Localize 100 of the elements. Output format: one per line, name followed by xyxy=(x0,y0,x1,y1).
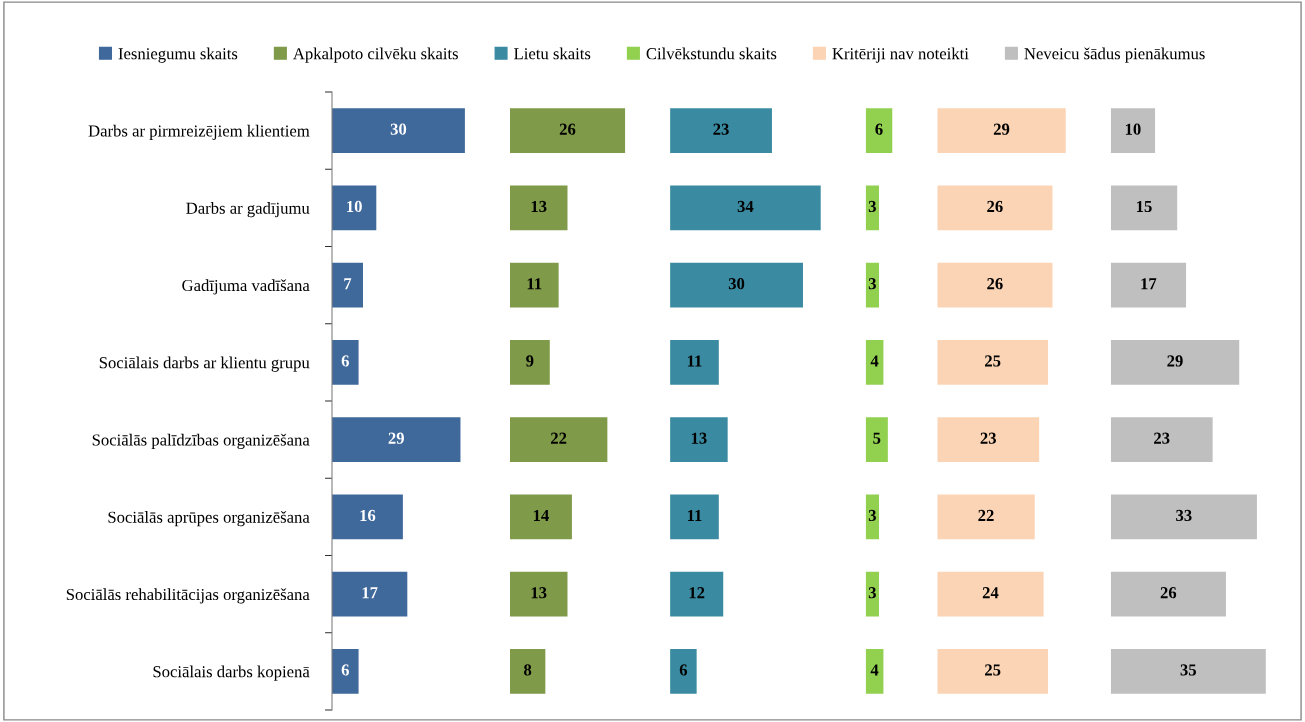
data-label: 10 xyxy=(347,200,362,213)
data-label: 26 xyxy=(1160,587,1177,599)
y-tick-label: Gadījuma vadīšana xyxy=(182,279,310,295)
legend-label: Cilvēkstundu skaits xyxy=(646,47,777,60)
bar xyxy=(509,648,546,694)
bar xyxy=(670,571,724,617)
data-label: 33 xyxy=(1176,509,1192,522)
data-label: 13 xyxy=(531,587,547,599)
data-label: 3 xyxy=(868,587,876,599)
data-label: 14 xyxy=(533,509,549,521)
data-label: 7 xyxy=(344,278,352,290)
data-label: 17 xyxy=(1141,278,1157,290)
data-label: 22 xyxy=(551,432,567,444)
bar xyxy=(509,262,559,308)
bar xyxy=(865,648,884,694)
data-label: 12 xyxy=(689,587,705,599)
data-label: 29 xyxy=(993,123,1010,135)
bar xyxy=(937,571,1044,617)
bar xyxy=(1110,339,1240,385)
data-label: 5 xyxy=(873,432,881,444)
bar xyxy=(332,494,403,540)
bar xyxy=(1110,185,1178,231)
data-label: 6 xyxy=(679,664,688,676)
bar xyxy=(1110,262,1187,308)
bar xyxy=(332,339,359,385)
data-label: 23 xyxy=(980,432,996,444)
data-label: 13 xyxy=(691,432,707,444)
data-label: 15 xyxy=(1136,200,1152,213)
data-label: 34 xyxy=(737,200,754,213)
data-label: 3 xyxy=(868,200,876,213)
data-label: 3 xyxy=(868,278,876,290)
data-label: 30 xyxy=(728,278,745,290)
bar xyxy=(1110,417,1213,463)
data-label: 23 xyxy=(1154,432,1170,444)
data-label: 26 xyxy=(987,200,1003,213)
y-tick-label: Sociālās aprūpes organizēšana xyxy=(108,511,310,527)
y-tick-label: Darbs ar pirmreizējiem klientiem xyxy=(88,124,310,140)
bar xyxy=(509,417,608,463)
data-label: 35 xyxy=(1180,664,1196,676)
legend-label: Kritēriji nav noteikti xyxy=(832,47,969,63)
data-label: 8 xyxy=(524,664,532,676)
data-label: 13 xyxy=(531,200,547,213)
bar xyxy=(509,571,568,617)
data-label: 4 xyxy=(870,355,879,367)
data-label: 11 xyxy=(687,355,702,367)
bar xyxy=(937,417,1040,463)
bar xyxy=(332,417,461,463)
legend-label: Apkalpoto cilvēku skaits xyxy=(293,47,458,63)
bar xyxy=(509,185,568,231)
bar xyxy=(332,185,377,231)
bar xyxy=(865,571,879,617)
data-label: 30 xyxy=(390,123,407,135)
bar xyxy=(670,262,803,308)
legend-label: Lietu skaits xyxy=(514,47,591,60)
data-label: 17 xyxy=(362,587,378,599)
bar xyxy=(1110,571,1226,617)
y-tick-label: Sociālais darbs ar klientu grupu xyxy=(99,356,310,372)
data-label: 11 xyxy=(687,509,702,521)
bar xyxy=(509,494,572,540)
bar xyxy=(937,185,1053,231)
bar xyxy=(937,648,1049,694)
y-tick-label: Sociālais darbs kopienā xyxy=(153,665,310,681)
bar xyxy=(332,571,408,617)
bar xyxy=(670,417,728,463)
y-tick-label: Sociālās palīdzības organizēšana xyxy=(92,433,310,450)
bar xyxy=(937,339,1049,385)
bar xyxy=(865,339,884,385)
bar xyxy=(670,494,719,540)
data-label: 6 xyxy=(341,355,349,367)
data-label: 25 xyxy=(985,664,1001,676)
bar xyxy=(865,494,879,540)
bar xyxy=(1110,648,1266,694)
bar xyxy=(332,262,364,308)
bar xyxy=(509,339,550,385)
bar xyxy=(937,262,1053,308)
data-label: 4 xyxy=(870,664,879,676)
bar xyxy=(670,339,719,385)
data-label: 29 xyxy=(388,432,404,444)
bar xyxy=(865,108,893,154)
legend-label: Neveicu šādus pienākumus xyxy=(1024,47,1205,63)
data-label: 29 xyxy=(1167,355,1183,367)
bar xyxy=(1110,494,1257,540)
y-tick-label: Darbs ar gadījumu xyxy=(186,202,310,218)
data-label: 23 xyxy=(713,123,729,135)
bar xyxy=(865,185,879,231)
data-label: 3 xyxy=(868,509,876,522)
bar xyxy=(670,648,697,694)
bar xyxy=(509,108,626,154)
data-label: 24 xyxy=(982,587,999,599)
data-label: 10 xyxy=(1125,123,1141,135)
data-label: 22 xyxy=(978,509,994,521)
bar xyxy=(670,108,772,154)
data-label: 16 xyxy=(360,509,376,522)
bar xyxy=(332,648,359,694)
data-label: 11 xyxy=(527,278,542,290)
data-label: 25 xyxy=(985,355,1001,367)
y-tick-label: Sociālās rehabilitācijas organizēšana xyxy=(66,588,310,604)
legend-label: Iesniegumu skaits xyxy=(118,47,238,63)
bar xyxy=(670,185,821,231)
bar xyxy=(1110,108,1156,154)
